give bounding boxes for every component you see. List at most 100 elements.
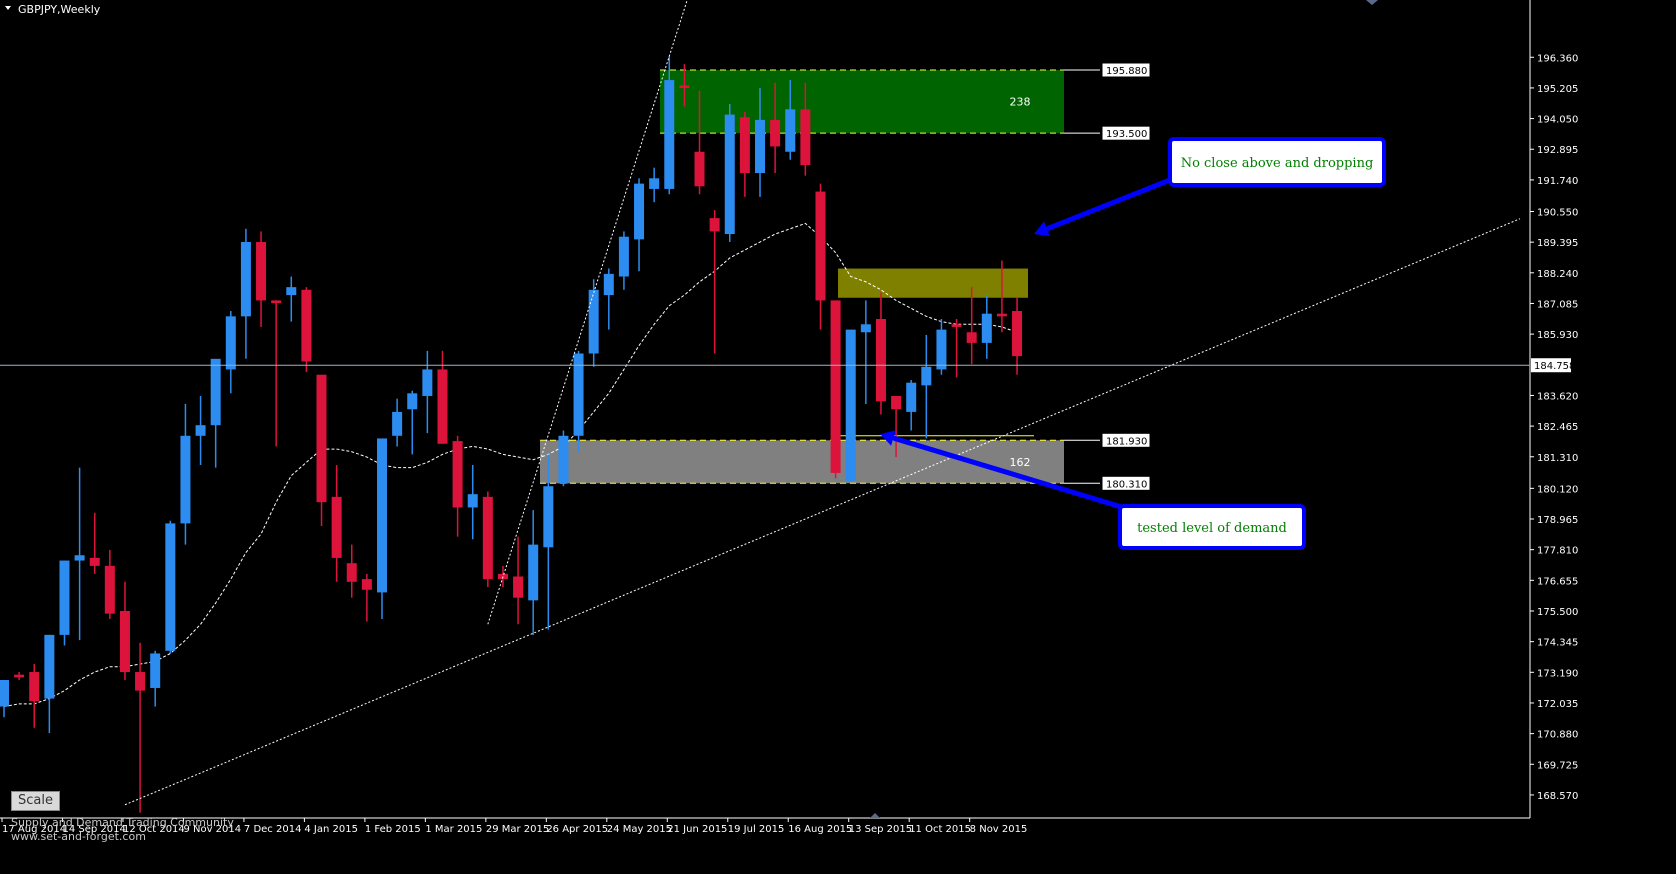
candle (59, 560, 70, 646)
moving-average (3, 222, 1018, 708)
candle-body (618, 236, 629, 277)
candle-body (694, 151, 705, 187)
candle-body (437, 369, 448, 444)
candle (966, 287, 977, 365)
candle (29, 664, 40, 728)
price-label-text: 193.500 (1106, 129, 1147, 140)
x-tick-label: 26 Apr 2015 (546, 824, 608, 835)
resistance-zone (838, 268, 1028, 298)
candle (482, 491, 493, 588)
candle-body (271, 300, 282, 304)
candle-body (256, 242, 267, 301)
callout-arrow-shaft (1046, 177, 1171, 232)
price-label-text: 181.930 (1106, 436, 1147, 447)
chart-title: GBPJPY,Weekly (18, 3, 101, 16)
candle (528, 510, 539, 635)
candle-body (29, 672, 40, 702)
candles (0, 56, 1023, 813)
y-tick-label: 188.240 (1537, 269, 1578, 280)
candle-body (316, 374, 327, 503)
candle (301, 287, 312, 373)
demand-zone (540, 440, 1064, 484)
candle-body (165, 523, 176, 651)
candle (104, 549, 115, 619)
y-tick-label: 182.465 (1537, 422, 1578, 433)
y-tick-label: 177.810 (1537, 546, 1578, 557)
candle-body (286, 287, 297, 296)
candle (543, 454, 554, 630)
credits-line-2: www.set-and-forget.com (11, 830, 146, 843)
candle (694, 90, 705, 195)
candle (195, 395, 206, 465)
price-label-box (1101, 432, 1151, 448)
candle-body (558, 435, 569, 484)
candle-body (770, 119, 781, 147)
arrow-head-icon (1034, 221, 1050, 237)
x-tick-label: 19 Jul 2015 (728, 824, 785, 835)
y-tick-label: 196.360 (1537, 53, 1578, 64)
candle (331, 464, 342, 582)
candle (845, 329, 856, 481)
candle (513, 536, 524, 625)
x-tick-label: 29 Mar 2015 (486, 824, 549, 835)
candle-body (301, 289, 312, 362)
candle (497, 565, 508, 588)
candle-body (361, 579, 372, 590)
candle-body (875, 318, 886, 402)
callout: tested level of demand (880, 430, 1306, 550)
scale-button[interactable]: Scale (11, 791, 60, 811)
x-tick-label: 16 Aug 2015 (788, 824, 852, 835)
callout: No close above and dropping (1034, 137, 1386, 237)
candle-body (573, 353, 584, 436)
candle-body (785, 109, 796, 152)
candle (891, 395, 902, 458)
candle (346, 544, 357, 598)
candle-body (588, 289, 599, 354)
candle (558, 430, 569, 487)
y-tick-label: 168.570 (1537, 791, 1578, 802)
candle (210, 358, 221, 468)
price-label-box (1101, 475, 1151, 491)
candle (800, 82, 811, 176)
candle-body (240, 242, 251, 317)
candle (785, 80, 796, 160)
candle-body (150, 653, 161, 688)
candle (422, 350, 433, 434)
y-tick-label: 173.190 (1537, 668, 1578, 679)
x-tick-label: 17 Aug 2014 (2, 824, 66, 835)
y-tick-label: 195.205 (1537, 84, 1578, 95)
candle-body (755, 119, 765, 173)
y-tick-label: 170.880 (1537, 730, 1578, 741)
candle-body (679, 85, 690, 89)
candle (936, 318, 947, 375)
x-tick-label: 13 Sep 2015 (849, 824, 912, 835)
candle-body (649, 178, 660, 189)
candle-body (739, 117, 750, 173)
candle-body (0, 680, 9, 707)
dropdown-icon[interactable] (5, 6, 11, 10)
y-tick-label: 191.740 (1537, 176, 1578, 187)
x-tick-label: 1 Mar 2015 (425, 824, 482, 835)
candle (649, 167, 660, 203)
candle (150, 650, 161, 707)
candle (860, 300, 871, 404)
zones: 195.880 193.500 238 181.930 180.310 162 (540, 62, 1151, 491)
candle (664, 56, 675, 195)
candle (89, 512, 100, 574)
current-price-line: 184.758 (0, 358, 1575, 373)
y-tick-label: 169.725 (1537, 760, 1578, 771)
candle (739, 111, 750, 197)
price-label-box (1101, 125, 1151, 141)
candle-body (346, 563, 357, 582)
candle-body (1012, 311, 1023, 357)
y-tick-label: 192.895 (1537, 145, 1578, 156)
candle-body (724, 114, 735, 235)
callout-text: tested level of demand (1137, 521, 1287, 536)
candle (815, 183, 826, 330)
candle (437, 350, 448, 444)
candle (634, 178, 645, 272)
candle (588, 279, 599, 367)
candle-body (74, 555, 85, 561)
candle (180, 403, 191, 545)
